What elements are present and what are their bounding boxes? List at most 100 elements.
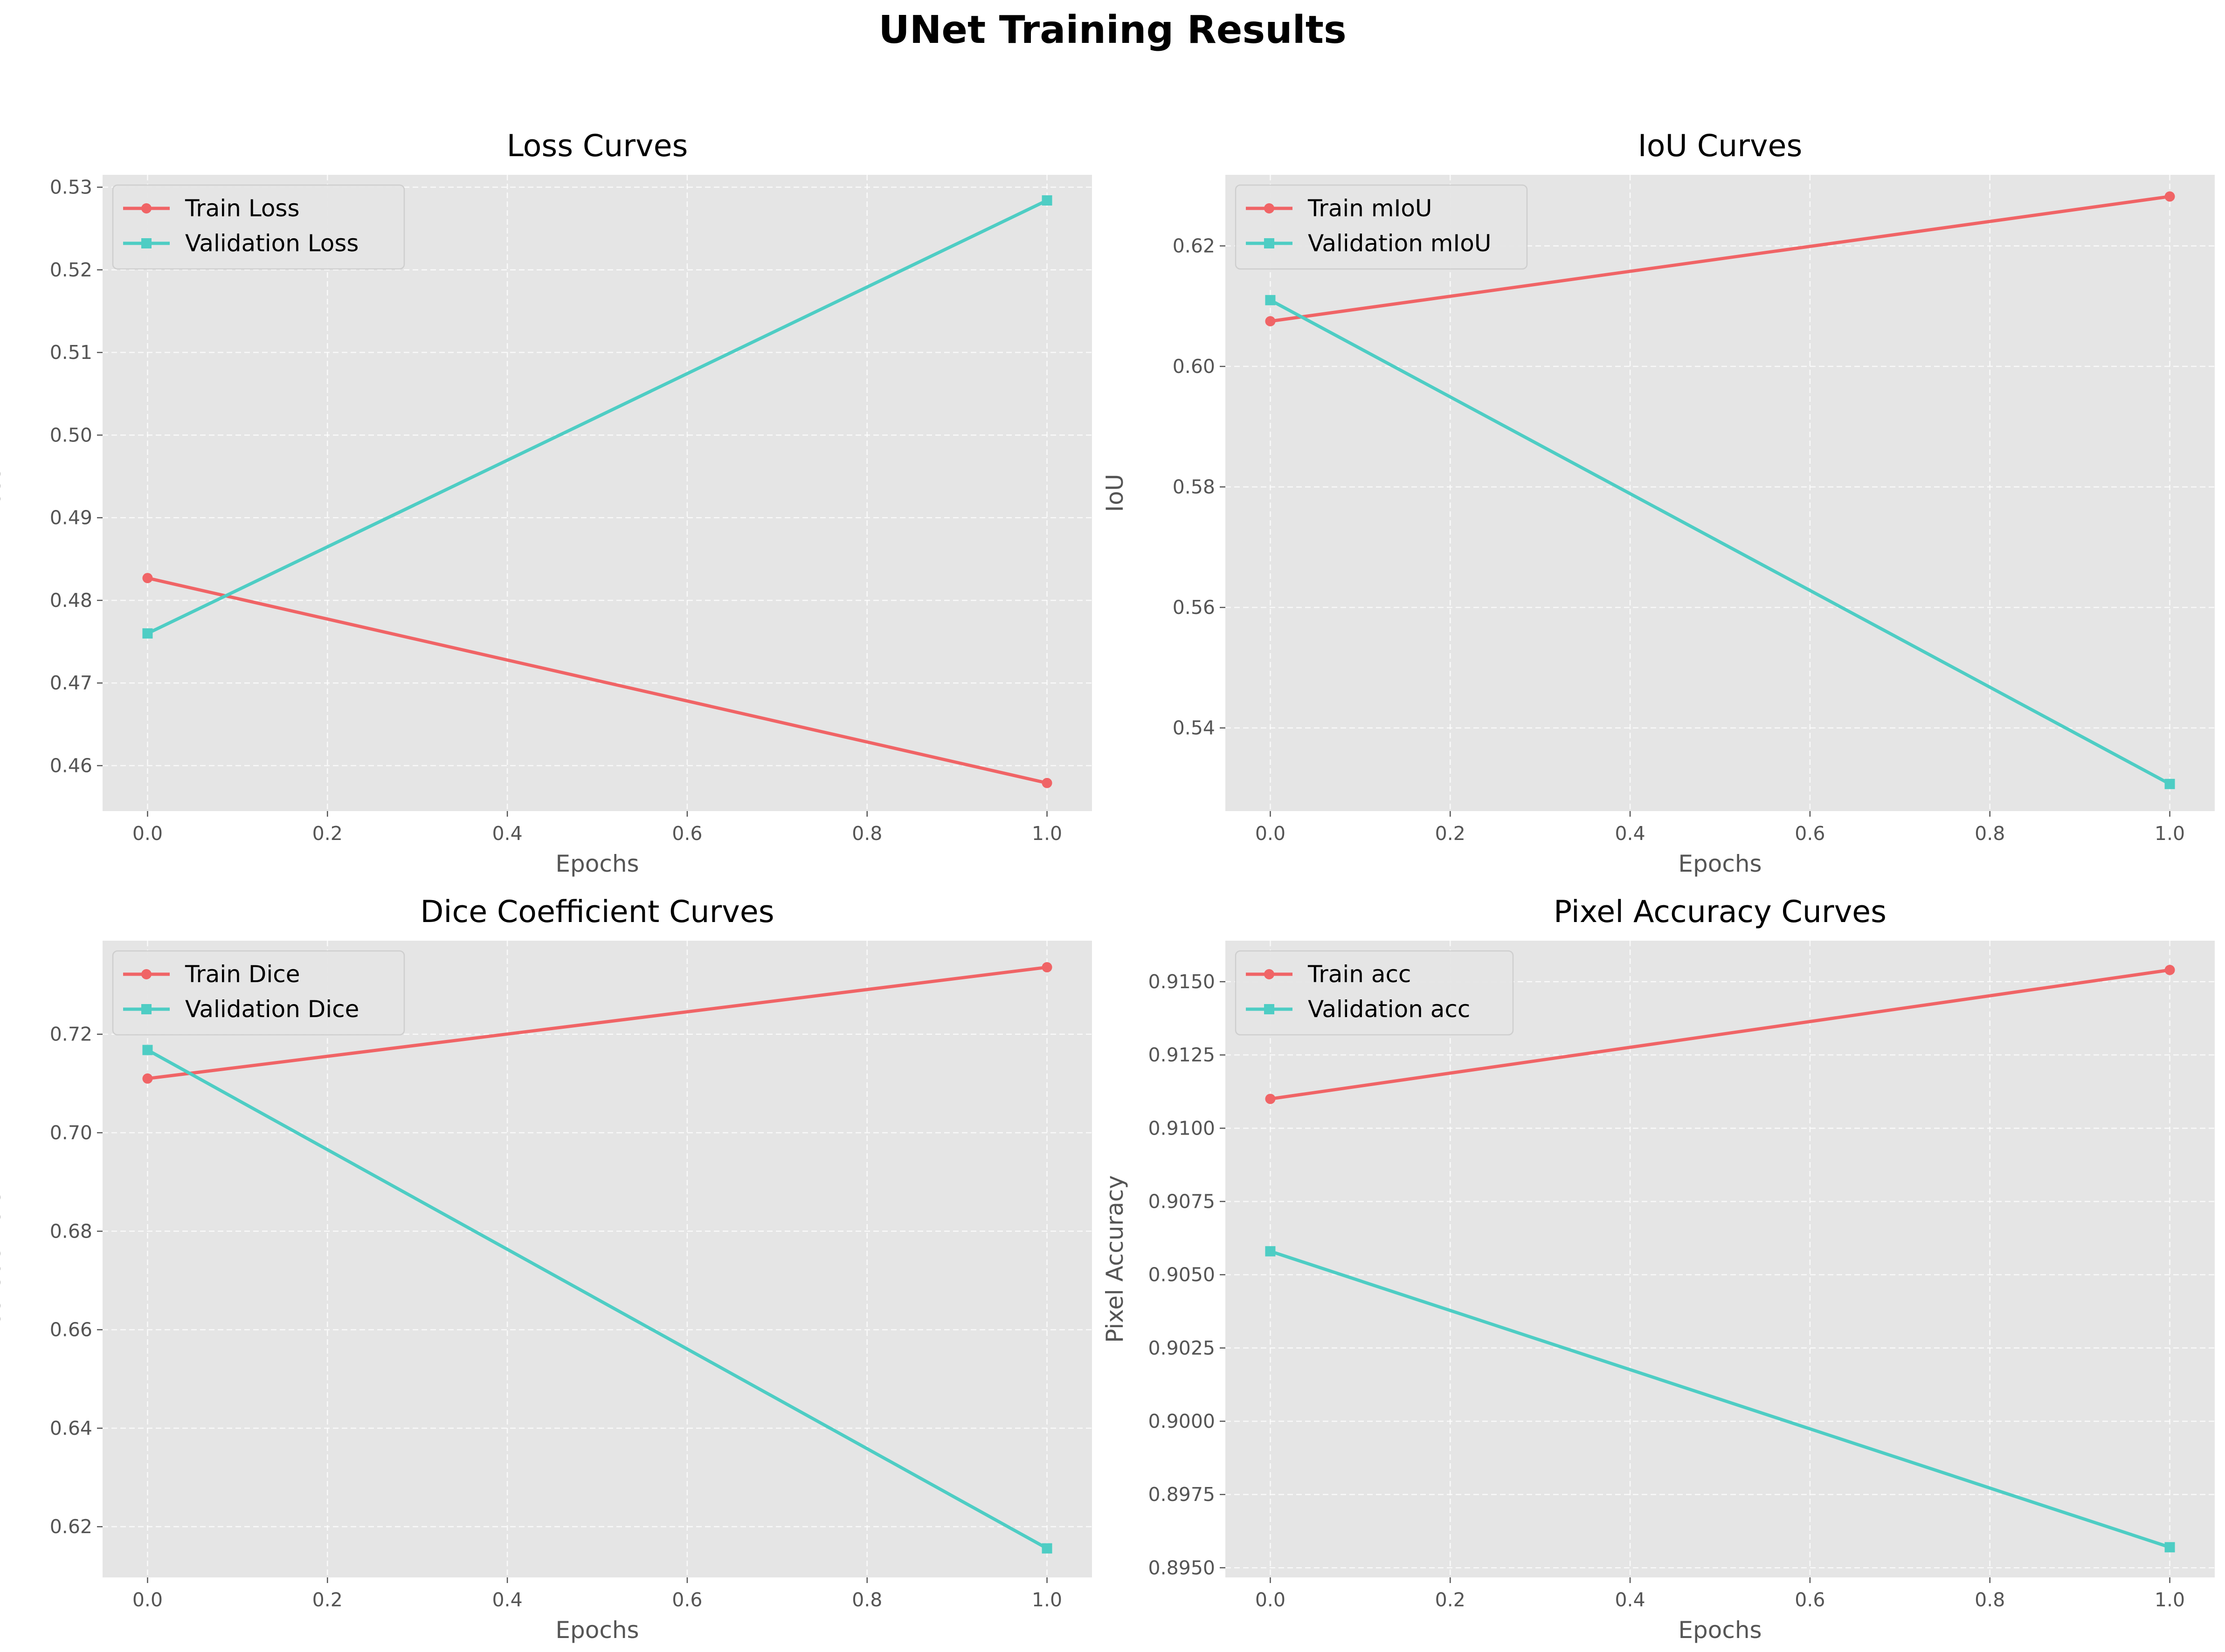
data-point-validation-miou bbox=[1265, 295, 1276, 305]
legend: Train Dice Validation Dice bbox=[112, 950, 405, 1036]
y-tick-label: 0.49 bbox=[50, 507, 92, 529]
y-tick-label: 0.8950 bbox=[1148, 1556, 1215, 1579]
legend-swatch-marker bbox=[141, 969, 152, 979]
x-tick-label: 0.2 bbox=[1435, 1589, 1465, 1611]
data-point-train-miou bbox=[2164, 191, 2175, 202]
data-point-train-loss bbox=[1042, 778, 1052, 788]
data-point-validation-loss bbox=[142, 628, 153, 639]
legend-entry-train-loss: Train Loss bbox=[185, 195, 300, 222]
y-axis-label: Loss bbox=[0, 468, 6, 519]
legend-entry-validation-miou: Validation mIoU bbox=[1308, 230, 1491, 257]
y-tick-label: 0.72 bbox=[50, 1023, 92, 1046]
y-tick-label: 0.47 bbox=[50, 672, 92, 694]
chart-title: IoU Curves bbox=[1638, 129, 1803, 164]
data-point-validation-acc bbox=[1265, 1246, 1276, 1257]
legend-entry-validation-loss: Validation Loss bbox=[185, 230, 359, 257]
legend-entry-validation-dice: Validation Dice bbox=[185, 996, 359, 1023]
series-line-validation-miou bbox=[1268, 298, 2172, 786]
x-tick-label: 0.2 bbox=[312, 1589, 343, 1611]
y-tick-label: 0.46 bbox=[50, 755, 92, 777]
x-axis-label: Epochs bbox=[1678, 1617, 1762, 1644]
legend-box bbox=[112, 184, 405, 270]
y-axis-label: Dice Coefficient bbox=[0, 1167, 6, 1351]
series-line-train-miou bbox=[1268, 195, 2172, 323]
x-tick-label: 0.6 bbox=[1795, 822, 1825, 845]
chart-title: Dice Coefficient Curves bbox=[420, 895, 774, 929]
data-point-train-miou bbox=[1265, 316, 1276, 327]
data-point-train-loss bbox=[142, 573, 153, 584]
x-tick-label: 1.0 bbox=[1032, 822, 1062, 845]
legend-entry-train-acc: Train acc bbox=[1307, 961, 1411, 988]
legend: Train acc Validation acc bbox=[1235, 950, 1514, 1036]
series-line-validation-dice bbox=[145, 1048, 1049, 1550]
x-tick-label: 0.8 bbox=[852, 822, 882, 845]
y-tick-label: 0.9100 bbox=[1148, 1117, 1215, 1139]
y-tick-label: 0.52 bbox=[50, 259, 92, 281]
data-point-train-acc bbox=[2164, 964, 2175, 975]
legend-entry-train-miou: Train mIoU bbox=[1307, 195, 1432, 222]
y-tick-label: 0.9150 bbox=[1148, 971, 1215, 993]
chart-dice: 0.0 0.2 0.4 0.6 0.8 1.0 0.62 0.64 0.66 0.68 0.70 0.… bbox=[0, 895, 1092, 1644]
x-tick-label: 1.0 bbox=[2155, 1589, 2185, 1611]
x-tick-label: 0.0 bbox=[132, 1589, 163, 1611]
legend-swatch-marker bbox=[1264, 203, 1274, 213]
legend: Train mIoU Validation mIoU bbox=[1235, 184, 1528, 270]
y-tick-label: 0.54 bbox=[1173, 717, 1215, 739]
x-tick-label: 0.2 bbox=[312, 822, 343, 845]
y-tick-label: 0.66 bbox=[50, 1319, 92, 1341]
y-tick-label: 0.56 bbox=[1173, 596, 1215, 619]
y-tick-label: 0.60 bbox=[1173, 355, 1215, 378]
x-tick-label: 0.8 bbox=[1975, 1589, 2005, 1611]
series-line-train-loss bbox=[145, 576, 1049, 785]
y-tick-label: 0.53 bbox=[50, 176, 92, 199]
legend-swatch-marker bbox=[1264, 1004, 1274, 1014]
y-tick-label: 0.64 bbox=[50, 1417, 92, 1439]
x-tick-label: 0.0 bbox=[1255, 1589, 1285, 1611]
y-tick-label: 0.68 bbox=[50, 1220, 92, 1242]
figure-title: UNet Training Results bbox=[878, 8, 1347, 52]
legend-entry-validation-acc: Validation acc bbox=[1308, 996, 1470, 1023]
y-tick-label: 0.58 bbox=[1173, 476, 1215, 498]
x-axis-label: Epochs bbox=[1678, 850, 1762, 877]
plot-area bbox=[1225, 175, 2215, 811]
chart-loss: 0.0 0.2 0.4 0.6 0.8 1.0 0.46 0.47 0.48 0.49 0.50 0.… bbox=[0, 129, 1092, 877]
legend-swatch-marker bbox=[141, 203, 152, 213]
x-tick-label: 0.0 bbox=[132, 822, 163, 845]
y-tick-label: 0.62 bbox=[50, 1515, 92, 1538]
legend-entry-train-dice: Train Dice bbox=[185, 961, 300, 988]
data-point-validation-acc bbox=[2164, 1542, 2175, 1553]
legend-box bbox=[1235, 184, 1528, 270]
y-tick-label: 0.62 bbox=[1173, 235, 1215, 257]
x-tick-label: 0.4 bbox=[1615, 1589, 1645, 1611]
legend-swatch-marker bbox=[1264, 238, 1274, 248]
plot-area bbox=[103, 941, 1092, 1577]
y-tick-label: 0.70 bbox=[50, 1122, 92, 1144]
legend: Train Loss Validation Loss bbox=[112, 184, 405, 270]
y-tick-label: 0.50 bbox=[50, 424, 92, 446]
x-tick-label: 1.0 bbox=[1032, 1589, 1062, 1611]
x-tick-label: 0.0 bbox=[1255, 822, 1285, 845]
y-tick-label: 0.9000 bbox=[1148, 1410, 1215, 1432]
data-point-train-dice bbox=[142, 1073, 153, 1084]
data-point-validation-dice bbox=[1042, 1543, 1052, 1554]
legend-box bbox=[1235, 950, 1514, 1036]
legend-swatch-marker bbox=[1264, 969, 1274, 979]
legend-swatch-marker bbox=[141, 1004, 152, 1014]
y-tick-label: 0.9075 bbox=[1148, 1190, 1215, 1212]
series-line-train-dice bbox=[145, 965, 1049, 1081]
x-tick-label: 0.4 bbox=[492, 822, 522, 845]
series-line-validation-acc bbox=[1268, 1249, 2172, 1549]
chart-title: Loss Curves bbox=[507, 129, 688, 164]
y-tick-label: 0.48 bbox=[50, 589, 92, 612]
legend-swatch-marker bbox=[141, 238, 152, 248]
x-tick-label: 0.8 bbox=[1975, 822, 2005, 845]
chart-panels: 0.0 0.2 0.4 0.6 0.8 1.0 0.46 0.47 0.48 0.49 0.50 0.… bbox=[0, 129, 2215, 1644]
data-point-validation-miou bbox=[2164, 778, 2175, 789]
chart-pixel-accuracy: 0.0 0.2 0.4 0.6 0.8 1.0 0.8950 0.8975 0.9000 0.90… bbox=[1101, 895, 2215, 1644]
x-tick-label: 0.8 bbox=[852, 1589, 882, 1611]
y-tick-label: 0.8975 bbox=[1148, 1483, 1215, 1506]
y-tick-label: 0.9125 bbox=[1148, 1044, 1215, 1066]
series-line-train-acc bbox=[1268, 968, 2172, 1101]
data-point-train-acc bbox=[1265, 1094, 1276, 1104]
